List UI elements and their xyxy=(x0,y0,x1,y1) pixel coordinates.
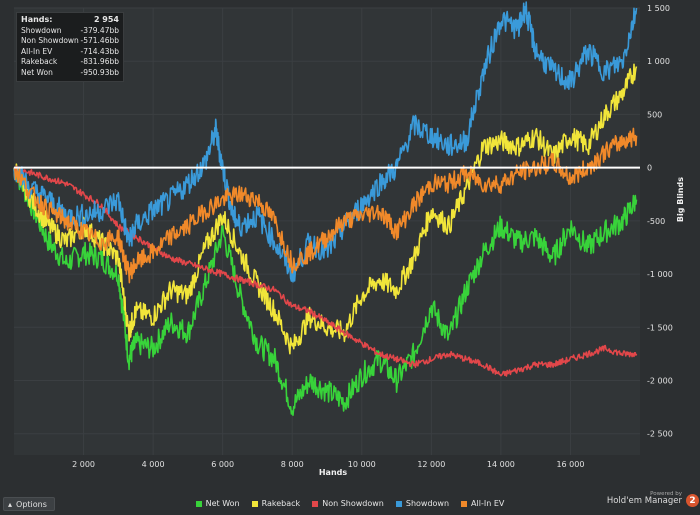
y-tick-label: -500 xyxy=(647,217,665,226)
stats-box: Hands: 2 954 Showdown -379.47bb Non Show… xyxy=(16,12,124,82)
stats-row: All-In EV -714.43bb xyxy=(21,47,119,58)
x-tick-label: 8 000 xyxy=(281,460,304,469)
legend-label: Non Showdown xyxy=(322,499,384,508)
y-tick-label: 500 xyxy=(647,110,662,119)
stats-row: Net Won -950.93bb xyxy=(21,68,119,79)
legend-label: Showdown xyxy=(405,499,450,508)
stats-hands-label: Hands: xyxy=(21,15,53,24)
series-line-all-in-ev xyxy=(13,127,638,284)
series-line-rakeback xyxy=(13,63,638,355)
y-axis-label: Big Blinds xyxy=(676,177,685,222)
x-axis-label: Hands xyxy=(319,468,348,477)
x-tick-label: 12 000 xyxy=(417,460,445,469)
stats-value: -950.93bb xyxy=(80,67,119,77)
stats-value: -831.96bb xyxy=(80,57,119,67)
legend-swatch xyxy=(195,500,202,507)
stats-value: -379.47bb xyxy=(80,25,119,35)
x-tick-label: 4 000 xyxy=(142,460,165,469)
series-line-net-won xyxy=(13,167,638,416)
x-tick-label: 2 000 xyxy=(72,460,95,469)
y-tick-label: 1 500 xyxy=(647,4,670,13)
options-button[interactable]: ▴ Options xyxy=(3,497,55,511)
stats-value: -571.46bb xyxy=(80,36,119,46)
legend-swatch xyxy=(312,500,319,507)
legend-item-showdown[interactable]: Showdown xyxy=(395,499,450,508)
legend-label: Net Won xyxy=(205,499,240,508)
stats-hands-row: Hands: 2 954 xyxy=(21,15,119,26)
legend-swatch xyxy=(251,500,258,507)
y-tick-label: 0 xyxy=(647,164,652,173)
stats-label: Net Won xyxy=(21,67,53,77)
brand-logo-icon: 2 xyxy=(686,494,699,507)
legend-swatch xyxy=(461,500,468,507)
caret-up-icon: ▴ xyxy=(8,499,13,509)
y-tick-label: 1 000 xyxy=(647,57,670,66)
x-tick-label: 16 000 xyxy=(556,460,584,469)
y-tick-label: -2 000 xyxy=(647,377,673,386)
y-tick-label: -2 500 xyxy=(647,430,673,439)
stats-label: Showdown xyxy=(21,25,62,35)
stats-hands-value: 2 954 xyxy=(93,15,119,24)
options-label: Options xyxy=(16,499,47,509)
stats-row: Rakeback -831.96bb xyxy=(21,57,119,68)
legend-item-rakeback[interactable]: Rakeback xyxy=(251,499,301,508)
stats-value: -714.43bb xyxy=(80,46,119,56)
stats-row: Showdown -379.47bb xyxy=(21,26,119,37)
legend-item-net-won[interactable]: Net Won xyxy=(195,499,240,508)
y-tick-label: -1 000 xyxy=(647,270,673,279)
legend-swatch xyxy=(395,500,402,507)
y-tick-label: -1 500 xyxy=(647,323,673,332)
stats-label: All-In EV xyxy=(21,46,53,56)
stats-label: Rakeback xyxy=(21,57,58,67)
stats-label: Non Showdown xyxy=(21,36,79,46)
series-line-non-showdown xyxy=(13,165,638,377)
x-tick-label: 6 000 xyxy=(211,460,234,469)
powered-by-text: Powered by xyxy=(650,491,682,497)
x-tick-label: 14 000 xyxy=(487,460,515,469)
brand-block: Powered by Hold'em Manager xyxy=(607,491,682,505)
chart-legend: Net Won Rakeback Non Showdown Showdown A… xyxy=(0,499,700,508)
x-tick-label: 10 000 xyxy=(348,460,376,469)
legend-item-all-in-ev[interactable]: All-In EV xyxy=(461,499,504,508)
stats-row: Non Showdown -571.46bb xyxy=(21,36,119,47)
legend-label: All-In EV xyxy=(471,499,505,508)
legend-label: Rakeback xyxy=(261,499,301,508)
brand-name: Hold'em Manager xyxy=(606,496,682,506)
legend-item-non-showdown[interactable]: Non Showdown xyxy=(312,499,384,508)
